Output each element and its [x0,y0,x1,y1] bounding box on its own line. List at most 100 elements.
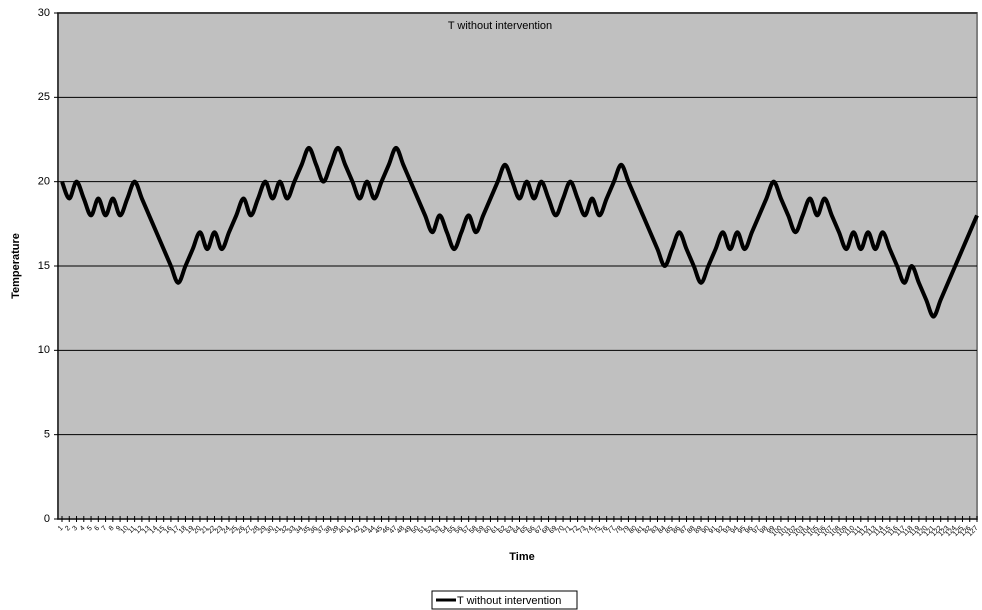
x-tick-label: 20 [192,525,203,536]
x-tick-label: 27 [243,525,254,536]
x-tick-label: 96 [744,525,755,536]
x-tick-label: 84 [657,525,668,536]
legend: T without intervention [431,590,578,610]
x-tick-label: 72 [570,525,581,536]
x-tick-label: 70 [555,525,566,536]
x-tick-label: 33 [287,525,298,536]
x-tick-label: 67 [534,525,545,536]
x-tick-label: 40 [337,525,348,536]
x-tick-label: 64 [512,525,523,536]
x-tick-label: 10 [120,525,131,536]
x-tick-label: 11 [127,525,137,535]
x-tick-label: 31 [272,525,283,536]
x-tick-label: 19 [185,525,196,536]
x-tick-label: 2 [64,525,72,533]
x-tick-label: 94 [730,525,741,536]
x-tick-label: 17 [170,525,181,536]
x-tick-label: 69 [548,525,559,536]
x-tick-label: 44 [367,525,378,536]
x-tick-label: 81 [635,525,646,536]
x-tick-label: 30 [265,525,276,536]
x-tick-label: 45 [374,525,385,536]
x-tick-label: 58 [468,525,479,536]
x-tick-label: 34 [294,525,305,536]
legend-label: T without intervention [457,595,561,607]
x-tick-label: 79 [621,525,632,536]
x-tick-label: 28 [250,525,261,536]
x-axis-label: Time [509,551,534,563]
y-axis-label: Temperature [10,233,22,299]
legend-box [431,590,578,610]
x-tick-label: 93 [722,525,733,536]
x-tick-label: 95 [737,525,748,536]
x-tick-label: 54 [439,525,450,536]
y-tick-label: 5 [44,429,50,441]
x-tick-label: 99 [766,525,777,536]
x-tick-label: 47 [388,525,399,536]
x-tick-label: 87 [679,525,690,536]
x-tick-label: 61 [490,525,501,536]
x-tick-label: 8 [108,525,116,533]
y-tick-label: 20 [38,176,50,188]
x-tick-label: 7 [101,525,109,533]
x-tick-label: 36 [308,525,319,536]
x-tick-label: 60 [483,525,494,536]
x-tick-label: 73 [577,525,588,536]
x-tick-label: 68 [541,525,552,536]
x-tick-label: 76 [599,525,610,536]
x-tick-label: 86 [672,525,683,536]
x-tick-label: 15 [156,525,167,536]
x-tick-label: 12 [134,525,145,536]
x-tick-label: 89 [693,525,704,536]
x-tick-label: 92 [715,525,726,536]
x-tick-label: 74 [584,525,595,536]
y-tick-label: 0 [44,513,50,525]
x-tick-label: 14 [149,525,160,536]
x-tick-label: 46 [381,525,392,536]
x-tick-label: 78 [613,525,624,536]
y-tick-label: 10 [38,344,50,356]
x-tick-label: 38 [323,525,334,536]
x-tick-label: 5 [86,525,94,533]
x-tick-label: 56 [454,525,465,536]
x-tick-label: 66 [526,525,537,536]
x-tick-label: 21 [199,525,210,536]
x-tick-label: 59 [475,525,486,536]
x-tick-label: 13 [141,525,152,536]
x-tick-label: 39 [330,525,341,536]
x-tick-label: 55 [446,525,457,536]
x-tick-label: 43 [359,525,370,536]
x-tick-label: 52 [425,525,436,536]
x-tick-label: 57 [461,525,472,536]
x-tick-label: 24 [221,525,232,536]
x-tick-label: 91 [708,525,719,536]
y-tick-label: 25 [38,91,50,103]
line-series [60,145,979,319]
x-tick-label: 42 [352,525,363,536]
x-tick-label: 80 [628,525,639,536]
x-tick-label: 51 [417,525,428,536]
x-tick-label: 71 [563,525,574,536]
x-tick-label: 41 [345,525,356,536]
x-tick-label: 65 [519,525,530,536]
x-tick-label: 85 [664,525,675,536]
x-tick-label: 3 [72,525,80,533]
y-tick-label: 30 [38,7,50,19]
x-tick-label: 49 [403,525,414,536]
x-tick-label: 63 [504,525,515,536]
x-tick-label: 75 [592,525,603,536]
x-tick-label: 6 [93,525,101,533]
x-tick-label: 97 [751,525,762,536]
x-tick-label: 82 [642,525,653,536]
x-tick-label: 98 [759,525,770,536]
x-tick-label: 83 [650,525,661,536]
x-tick-label: 37 [316,525,327,536]
x-tick-label: 90 [701,525,712,536]
y-tick-label: 15 [38,260,50,272]
x-tick-label: 4 [79,525,87,533]
chart-title: T without intervention [448,20,552,32]
x-tick-label: 26 [236,525,247,536]
x-tick-label: 48 [396,525,407,536]
x-tick-label: 62 [497,525,508,536]
